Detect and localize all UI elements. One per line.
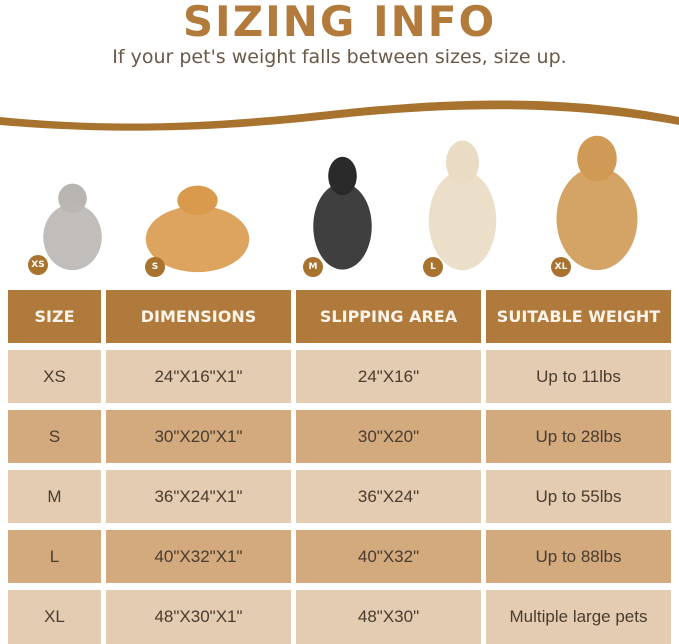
table-cell-suitable-weight: Up to 88lbs [486,530,671,583]
column-header-slipping-area: SLIPPING AREA [296,290,481,343]
size-badge: S [145,257,165,277]
table-cell-dimensions: 40"X32"X1" [106,530,291,583]
table-cell-slipping-area: 30"X20" [296,410,481,463]
table-cell-slipping-area: 36"X24" [296,470,481,523]
table-cell-suitable-weight: Up to 11lbs [486,350,671,403]
size-badge: L [423,257,443,277]
pet-image-golden-retriever [425,135,500,273]
page-subtitle: If your pet's weight falls between sizes… [112,46,567,68]
table-cell-slipping-area: 24"X16" [296,350,481,403]
size-badge: M [303,257,323,277]
table-cell-slipping-area: 48"X30" [296,590,481,644]
pet-image-cat [40,180,105,272]
table-cell-size: XS [8,350,101,403]
table-cell-dimensions: 36"X24"X1" [106,470,291,523]
size-badge: XS [28,255,48,275]
table-cell-suitable-weight: Multiple large pets [486,590,671,644]
page-title: SIZING INFO [182,0,497,46]
pet-image-golden-retriever [552,130,642,273]
table-cell-dimensions: 48"X30"X1" [106,590,291,644]
pet-image-border-collie [310,152,375,272]
column-header-dimensions: DIMENSIONS [106,290,291,343]
table-cell-size: S [8,410,101,463]
table-cell-size: M [8,470,101,523]
table-cell-size: L [8,530,101,583]
column-header-suitable-weight: SUITABLE WEIGHT [486,290,671,343]
table-cell-size: XL [8,590,101,644]
table-cell-dimensions: 30"X20"X1" [106,410,291,463]
table-cell-dimensions: 24"X16"X1" [106,350,291,403]
column-header-size: SIZE [8,290,101,343]
pet-image-corgi [140,182,255,274]
table-cell-suitable-weight: Up to 28lbs [486,410,671,463]
decorative-wave [0,100,679,131]
table-cell-slipping-area: 40"X32" [296,530,481,583]
size-badge: XL [551,257,571,277]
table-cell-suitable-weight: Up to 55lbs [486,470,671,523]
